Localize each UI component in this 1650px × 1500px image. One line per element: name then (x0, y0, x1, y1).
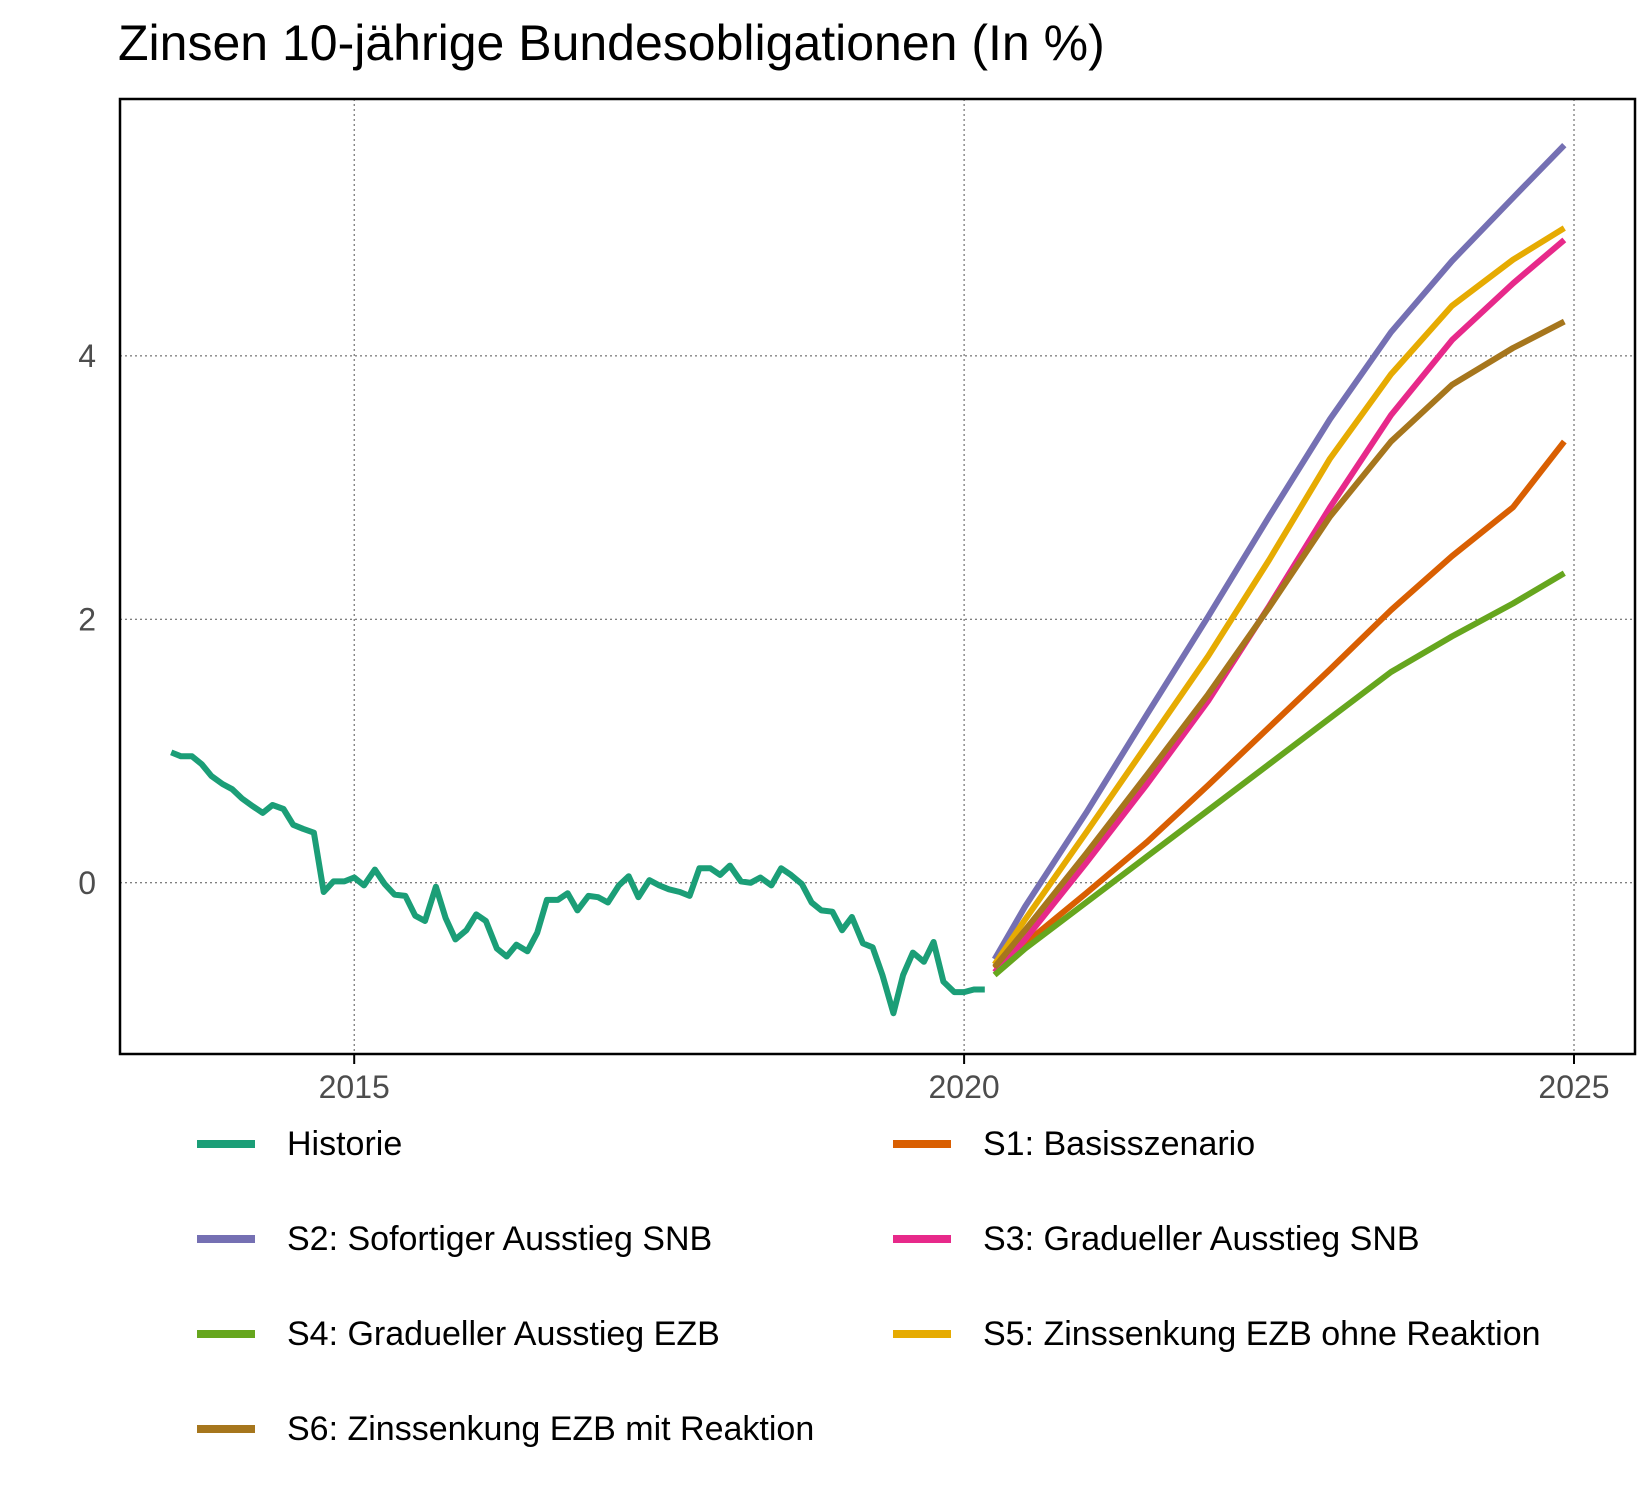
chart-title: Zinsen 10-jährige Bundesobligationen (In… (118, 15, 1105, 71)
series-line-s5-zinssenkung-ezb-ohne-reaktion (992, 225, 1566, 967)
legend-label: S3: Gradueller Ausstieg SNB (983, 1219, 1420, 1258)
axis-ticks: 0 2 4 2015 2020 2025 (78, 338, 1609, 1105)
x-tick-label: 2015 (319, 1069, 390, 1105)
legend-swatch (197, 1330, 255, 1338)
legend-swatch (893, 1140, 951, 1148)
series-lines (170, 143, 1567, 1017)
legend-swatch (197, 1425, 255, 1433)
legend-swatch (893, 1330, 951, 1338)
legend-item: S2: Sofortiger Ausstieg SNB (197, 1219, 712, 1259)
legend-label: S4: Gradueller Ausstieg EZB (287, 1314, 720, 1353)
series-line-s2-sofortiger-ausstieg-snb (992, 143, 1567, 961)
grid-lines (120, 99, 1635, 1054)
legend: Historie S1: Basisszenario S2: Sofortiger … (0, 1120, 1650, 1500)
legend-item: S5: Zinssenkung EZB ohne Reaktion (893, 1314, 1541, 1354)
x-tick-label: 2020 (929, 1069, 1000, 1105)
plot-area-border (118, 97, 1637, 1056)
legend-label: S1: Basisszenario (983, 1124, 1256, 1163)
series-line-s6-zinssenkung-ezb-mit-reaktion (992, 318, 1566, 970)
series-line-historie (170, 749, 985, 1017)
legend-label: Historie (287, 1124, 403, 1163)
legend-item: S4: Gradueller Ausstieg EZB (197, 1314, 720, 1354)
legend-swatch (197, 1235, 255, 1243)
legend-item: Historie (197, 1124, 402, 1164)
legend-label: S2: Sofortiger Ausstieg SNB (287, 1219, 713, 1258)
legend-item: S6: Zinssenkung EZB mit Reaktion (197, 1409, 814, 1449)
series-line-s4-gradueller-ausstieg-ezb (992, 570, 1566, 978)
y-tick-label: 4 (78, 338, 96, 374)
legend-label: S6: Zinssenkung EZB mit Reaktion (287, 1409, 815, 1448)
line-chart: 0 2 4 2015 2020 2025 (78, 97, 1637, 1105)
series-line-s1-basisszenario (992, 439, 1567, 971)
legend-swatch (197, 1140, 255, 1148)
legend-label: S5: Zinssenkung EZB ohne Reaktion (983, 1314, 1541, 1353)
y-tick-label: 2 (78, 601, 96, 637)
x-tick-label: 2025 (1538, 1069, 1609, 1105)
legend-item: S3: Gradueller Ausstieg SNB (893, 1219, 1420, 1259)
legend-swatch (893, 1235, 951, 1243)
y-tick-label: 0 (78, 865, 96, 901)
legend-item: S1: Basisszenario (893, 1124, 1255, 1164)
